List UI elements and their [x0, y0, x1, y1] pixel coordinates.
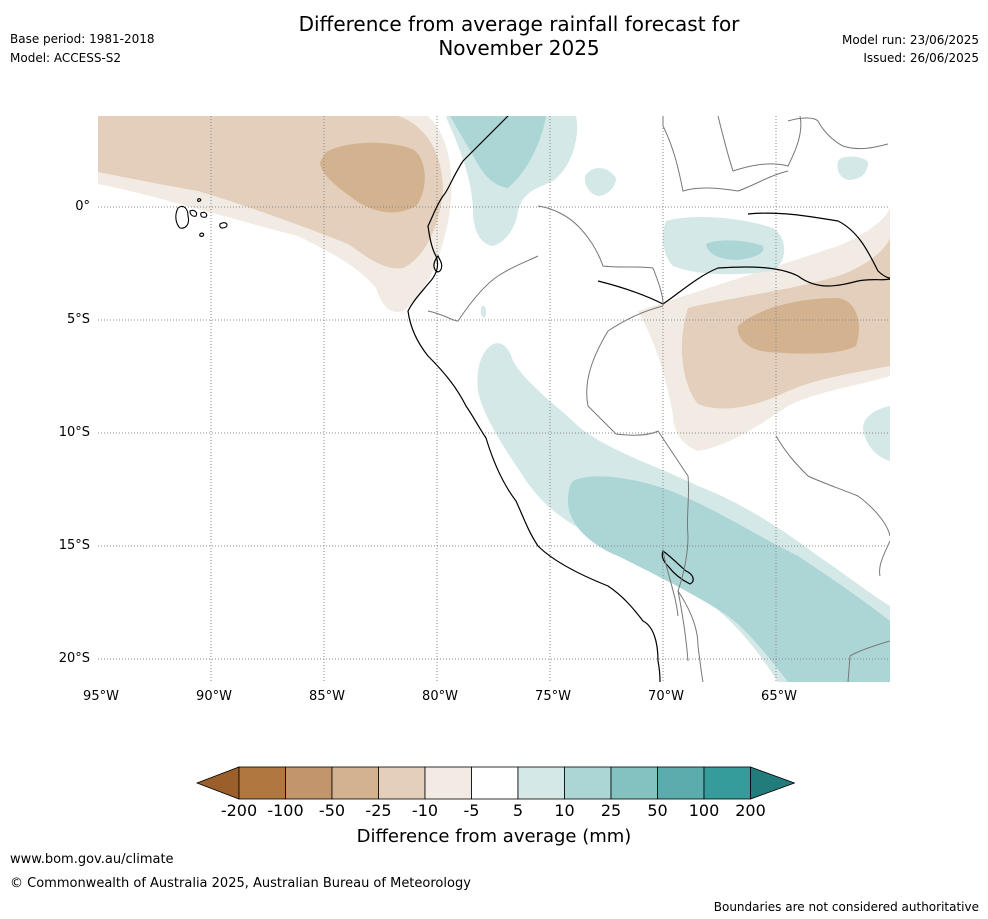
- lake-titicaca: [661, 550, 694, 585]
- lon-label-85w: 85°W: [309, 689, 345, 704]
- colorbar-tick-label: -100: [267, 801, 304, 820]
- rio-negro: [747, 212, 890, 279]
- country-borders: [427, 116, 890, 682]
- colorbar-tick-label: 100: [688, 801, 720, 820]
- colorbar-cell: [610, 766, 658, 800]
- colorbar-cell: [517, 766, 565, 800]
- colorbar-tick-label: -200: [220, 801, 258, 820]
- lon-label-80w: 80°W: [422, 689, 458, 704]
- colorbar-cell: [378, 766, 426, 800]
- lat-label-15s: 15°S: [58, 538, 90, 553]
- colorbar-cell: [285, 766, 333, 800]
- wet-anomaly-east-edge: [863, 406, 890, 461]
- rainfall-anomaly-map: [98, 116, 890, 682]
- wet-anomaly-east-spot: [837, 156, 868, 180]
- colorbar-tick-label: 5: [512, 801, 524, 820]
- lat-label-20s: 20°S: [58, 651, 90, 666]
- colorbar-cell: [657, 766, 705, 800]
- title-line-2: November 2025: [438, 36, 600, 60]
- lon-label-65w: 65°W: [761, 689, 797, 704]
- boundaries-disclaimer: Boundaries are not considered authoritat…: [713, 900, 979, 914]
- dry-anomaly-amazon-core: [737, 298, 859, 354]
- lon-label-95w: 95°W: [83, 689, 119, 704]
- galapagos-islands: [175, 198, 228, 237]
- colorbar-label: Difference from average (mm): [356, 826, 632, 847]
- colorbar-tick-label: -50: [318, 801, 346, 820]
- issued-text: Issued: 26/06/2025: [863, 51, 979, 65]
- dry-anomaly-pacific-core: [320, 142, 425, 213]
- lat-label-0: 0°: [75, 199, 90, 214]
- colorbar-tick-label: -25: [365, 801, 392, 820]
- lat-label-5s: 5°S: [66, 312, 90, 327]
- wet-anomaly-colombia-mid: [450, 116, 546, 188]
- colorbar-tick-label: -5: [463, 801, 480, 820]
- bom-url[interactable]: www.bom.gov.au/climate: [10, 852, 174, 867]
- colorbar-cell: [238, 766, 286, 800]
- title-line-1: Difference from average rainfall forecas…: [298, 12, 740, 36]
- colorbar-cell: [564, 766, 612, 800]
- wet-anomaly-venezuela-spot: [584, 167, 616, 196]
- gulf-of-guayaquil: [433, 254, 443, 273]
- wet-anomaly-andes-mid: [568, 476, 890, 682]
- lon-label-90w: 90°W: [196, 689, 232, 704]
- amazon-river: [597, 266, 890, 305]
- colorbar-tick-label: 10: [554, 801, 575, 820]
- map-title: Difference from average rainfall forecas…: [194, 12, 844, 60]
- colorbar-tick-label: 25: [600, 801, 622, 820]
- lon-label-75w: 75°W: [535, 689, 571, 704]
- base-period-text: Base period: 1981-2018: [10, 32, 155, 46]
- copyright-text: © Commonwealth of Australia 2025, Austra…: [10, 876, 471, 891]
- colorbar-cell: [424, 766, 472, 800]
- model-run-text: Model run: 23/06/2025: [841, 33, 979, 47]
- gridlines: [98, 116, 890, 682]
- coastline: [407, 116, 661, 682]
- colorbar-tick-label: 50: [647, 801, 668, 820]
- colorbar-tick-label: 200: [735, 801, 766, 820]
- colorbar: [195, 766, 795, 800]
- colorbar-cell: [331, 766, 379, 800]
- colorbar-arrow-high: [750, 766, 795, 800]
- model-text: Model: ACCESS-S2: [10, 51, 122, 65]
- lon-label-70w: 70°W: [648, 689, 684, 704]
- colorbar-cell: [703, 766, 751, 800]
- colorbar-cell: [471, 766, 519, 800]
- wet-anomaly-brazil-mid: [706, 240, 764, 260]
- colorbar-tick-label: -10: [411, 801, 439, 820]
- colorbar-arrow-low: [195, 766, 240, 800]
- lat-label-10s: 10°S: [58, 425, 90, 440]
- wet-anomaly-small-island: [480, 305, 487, 318]
